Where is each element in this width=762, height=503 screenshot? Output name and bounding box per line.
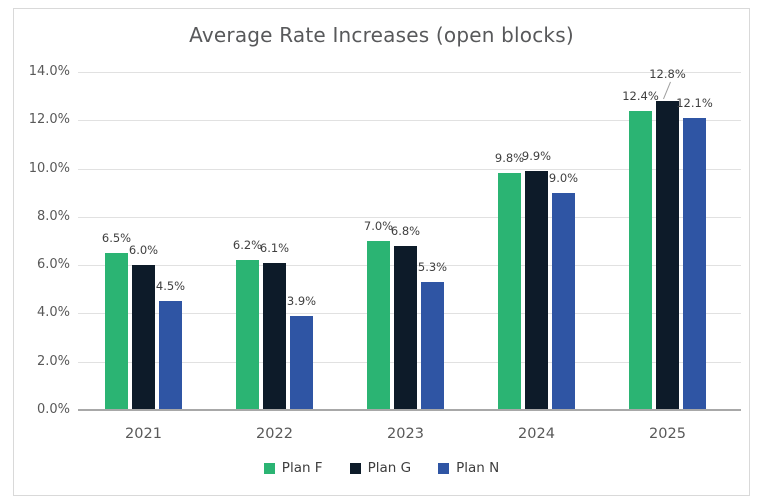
bar-plan-n-2025 <box>683 117 706 410</box>
legend-label: Plan G <box>367 460 412 476</box>
bar-plan-f-2024 <box>498 173 521 410</box>
bar-value-label: 9.9% <box>521 148 552 163</box>
y-axis-tick-label: 12.0% <box>28 112 70 127</box>
y-axis-tick-label: 10.0% <box>28 161 70 176</box>
legend-item-plan-g: Plan G <box>349 460 412 476</box>
legend-label: Plan F <box>281 460 323 476</box>
bar-plan-f-2023 <box>367 241 390 410</box>
chart-title: Average Rate Increases (open blocks) <box>189 23 574 47</box>
bar-plan-n-2022 <box>290 315 313 410</box>
bar-value-label: 6.2% <box>232 238 263 253</box>
gridline <box>78 169 741 170</box>
legend-item-plan-n: Plan N <box>438 460 499 476</box>
bar-value-label: 6.1% <box>259 240 290 255</box>
y-axis-tick-label: 14.0% <box>28 64 70 79</box>
legend-label: Plan N <box>456 460 500 476</box>
bar-value-label: 9.8% <box>494 151 525 166</box>
bar-value-label: 12.8% <box>649 66 686 81</box>
bar-value-label: 9.0% <box>548 170 579 185</box>
legend-swatch-icon <box>349 462 361 474</box>
x-axis-category-label: 2021 <box>125 426 162 442</box>
gridline <box>78 120 741 121</box>
bar-value-label: 6.0% <box>128 243 159 258</box>
bar-plan-n-2021 <box>159 301 182 410</box>
legend-swatch-icon <box>438 462 450 474</box>
bar-value-label: 12.4% <box>622 88 659 103</box>
x-axis-category-label: 2022 <box>256 426 293 442</box>
bar-value-label: 3.9% <box>286 293 317 308</box>
bar-plan-n-2023 <box>421 282 444 410</box>
x-axis-category-label: 2025 <box>649 426 686 442</box>
bar-value-label: 5.3% <box>417 260 448 275</box>
bar-value-label: 12.1% <box>676 95 713 110</box>
bar-value-label: 6.5% <box>101 231 132 246</box>
y-axis-tick-label: 2.0% <box>36 354 70 369</box>
bar-plan-g-2021 <box>132 265 155 410</box>
y-axis-tick-label: 6.0% <box>36 257 70 272</box>
bar-plan-g-2023 <box>394 245 417 410</box>
x-axis-category-label: 2024 <box>518 426 555 442</box>
x-axis-category-label: 2023 <box>387 426 424 442</box>
bar-plan-f-2025 <box>629 110 652 410</box>
y-axis-tick-label: 4.0% <box>36 305 70 320</box>
bar-plan-g-2025 <box>656 100 679 410</box>
bar-value-label: 7.0% <box>363 219 394 233</box>
bar-plan-g-2022 <box>263 262 286 410</box>
bar-plan-f-2022 <box>236 260 259 410</box>
x-axis-line <box>78 409 741 411</box>
gridline <box>78 72 741 73</box>
legend: Plan F Plan G Plan N <box>13 459 750 477</box>
bar-plan-g-2024 <box>525 170 548 410</box>
bar-plan-f-2021 <box>105 253 128 410</box>
gridline <box>78 217 741 218</box>
bar-value-label: 4.5% <box>155 279 186 294</box>
bar-value-label: 6.8% <box>390 223 421 238</box>
y-axis-tick-label: 8.0% <box>36 209 70 224</box>
y-axis-tick-label: 0.0% <box>36 402 70 417</box>
legend-item-plan-f: Plan F <box>263 460 323 476</box>
legend-swatch-icon <box>263 462 275 474</box>
bar-plan-n-2024 <box>552 192 575 410</box>
